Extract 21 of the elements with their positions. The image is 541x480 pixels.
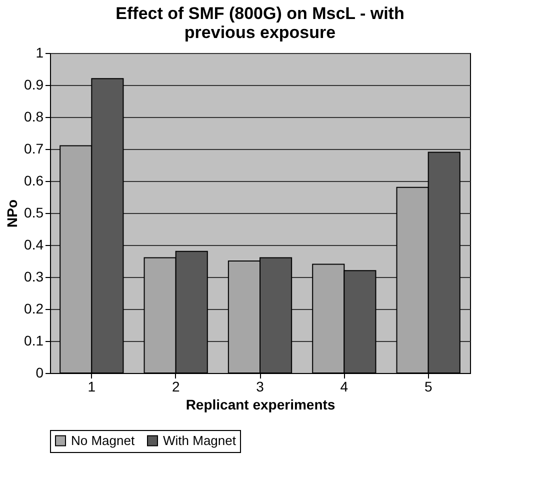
- y-tick-label: 0: [36, 364, 44, 380]
- legend-label: With Magnet: [163, 432, 236, 448]
- x-axis-title: Replicant experiments: [186, 396, 336, 412]
- legend-label: No Magnet: [71, 432, 135, 448]
- y-tick-label: 0.5: [24, 204, 44, 220]
- x-tick-label: 4: [340, 378, 348, 394]
- y-tick-label: 0.3: [24, 268, 44, 284]
- x-tick-label: 5: [424, 378, 432, 394]
- y-axis-title: NPo: [4, 200, 20, 228]
- y-tick-label: 0.1: [24, 332, 44, 348]
- y-tick-label: 0.7: [24, 140, 44, 156]
- chart-title: Effect of SMF (800G) on MscL - with previous exposure: [116, 4, 404, 42]
- y-tick-label: 1: [36, 44, 44, 60]
- x-tick-label: 1: [88, 378, 96, 394]
- y-tick-label: 0.9: [24, 76, 44, 92]
- x-tick-label: 3: [256, 378, 264, 394]
- x-tick-label: 2: [172, 378, 180, 394]
- y-tick-label: 0.8: [24, 108, 44, 124]
- y-tick-label: 0.2: [24, 300, 44, 316]
- y-tick-label: 0.6: [24, 172, 44, 188]
- y-tick-label: 0.4: [24, 236, 44, 252]
